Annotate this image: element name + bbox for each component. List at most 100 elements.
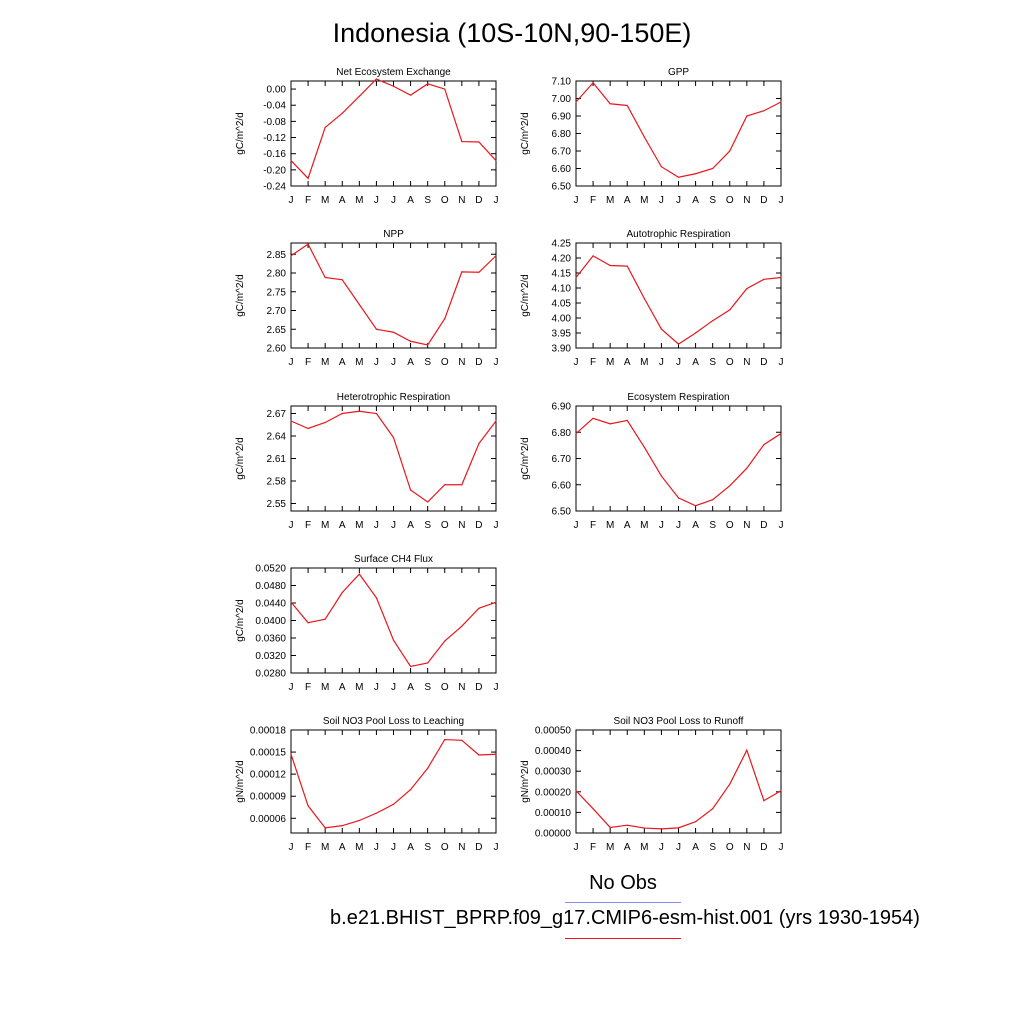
data-point [427,662,429,664]
x-tick-label: J [574,357,579,368]
data-point [729,150,731,152]
chart-panel: Surface CH4 Flux gC/m^2/d 0.0520 0.0480 0.04… [235,554,499,693]
data-point [358,410,360,412]
x-tick-label: J [391,195,396,206]
data-point [375,812,378,814]
y-tick-label: 0.0280 [255,669,286,680]
data-point [763,443,765,446]
data-point [324,421,326,424]
y-tick-label: 6.90 [552,402,572,413]
y-axis-label: gC/m^2/d [235,599,246,642]
data-point [392,85,395,87]
x-tick-label: A [624,520,631,531]
data-point [643,446,645,448]
x-tick-label: N [458,520,465,531]
y-tick-label: 6.80 [552,428,572,439]
data-point [307,177,309,179]
y-axis-label: gC/m^2/d [235,112,246,155]
data-point [324,276,326,279]
x-tick-label: J [676,195,681,206]
data-point [478,754,480,756]
x-tick-label: S [709,842,716,853]
y-axis-label: gC/m^2/d [235,437,246,480]
data-point [746,467,748,469]
legend-model-label: b.e21.BHIST_BPRP.f09_g17.CMIP6-esm-hist.… [330,907,920,929]
data-point [660,475,663,477]
x-tick-label: A [339,195,346,206]
data-point [763,800,765,802]
x-tick-label: M [321,682,329,693]
x-tick-label: J [779,520,784,531]
data-point [444,484,446,486]
x-tick-label: S [424,842,431,853]
data-point [444,88,446,90]
data-point [392,436,395,439]
plot-frame [290,405,497,512]
data-point [575,101,577,103]
x-tick-label: J [659,357,664,368]
x-tick-label: J [779,195,784,206]
y-tick-label: 7.10 [552,77,572,88]
x-tick-label: A [692,520,699,531]
x-tick-label: N [458,842,465,853]
data-point [341,825,343,827]
data-point [409,94,412,96]
x-tick-label: S [424,357,431,368]
chart-panel: Soil NO3 Pool Loss to Leaching gN/m^2/d 0.… [235,716,499,853]
y-tick-label: 0.00018 [250,726,287,737]
y-tick-label: 7.00 [552,94,572,105]
data-point [307,243,309,245]
x-tick-label: O [441,520,449,531]
y-tick-label: 6.80 [552,129,572,140]
y-tick-label: 4.25 [552,239,572,250]
data-point [609,423,611,425]
data-point [575,276,577,279]
plot-frame [575,405,782,512]
x-tick-label: A [339,520,346,531]
x-tick-label: M [355,842,363,853]
data-point [694,505,697,507]
data-point [358,303,360,306]
x-tick-label: D [760,195,767,206]
data-point [643,136,645,138]
y-tick-label: 0.00015 [250,748,287,759]
x-tick-label: J [374,357,379,368]
x-tick-label: M [355,682,363,693]
x-tick-label: M [355,520,363,531]
y-tick-label: 2.58 [267,477,287,488]
y-tick-label: 4.00 [552,314,572,325]
data-point [592,808,594,810]
x-tick-label: J [289,195,294,206]
y-tick-label: 2.85 [267,250,287,261]
series-line [575,81,782,178]
data-point [290,420,292,422]
chart-panel: Ecosystem Respiration gC/m^2/d 6.90 6.80 6.7… [520,392,784,531]
x-tick-label: D [760,842,767,853]
x-tick-label: J [289,357,294,368]
x-tick-label: N [458,357,465,368]
chart-panel: GPPgC/m^2/d7.107.006.906.806.706.606.50J… [520,67,784,206]
x-tick-label: O [726,520,734,531]
x-tick-label: M [606,195,614,206]
x-tick-label: J [659,842,664,853]
data-point [712,499,714,501]
x-tick-label: M [355,357,363,368]
y-tick-label: -0.20 [263,165,286,176]
data-point [392,639,395,641]
series-line [575,255,782,345]
x-tick-label: J [676,520,681,531]
x-tick-label: F [305,682,311,693]
x-tick-label: A [624,842,631,853]
x-tick-label: N [458,682,465,693]
data-point [660,828,663,830]
data-point [712,808,714,810]
data-point [461,484,463,486]
data-point [780,790,782,792]
y-axis-label: gC/m^2/d [235,274,246,317]
y-tick-label: -0.12 [263,133,286,144]
panel-title: Autotrophic Respiration [627,229,731,240]
y-tick-label: 0.00000 [535,829,572,840]
panel-title: NPP [383,229,404,240]
y-tick-label: -0.04 [263,101,286,112]
x-tick-label: J [374,520,379,531]
